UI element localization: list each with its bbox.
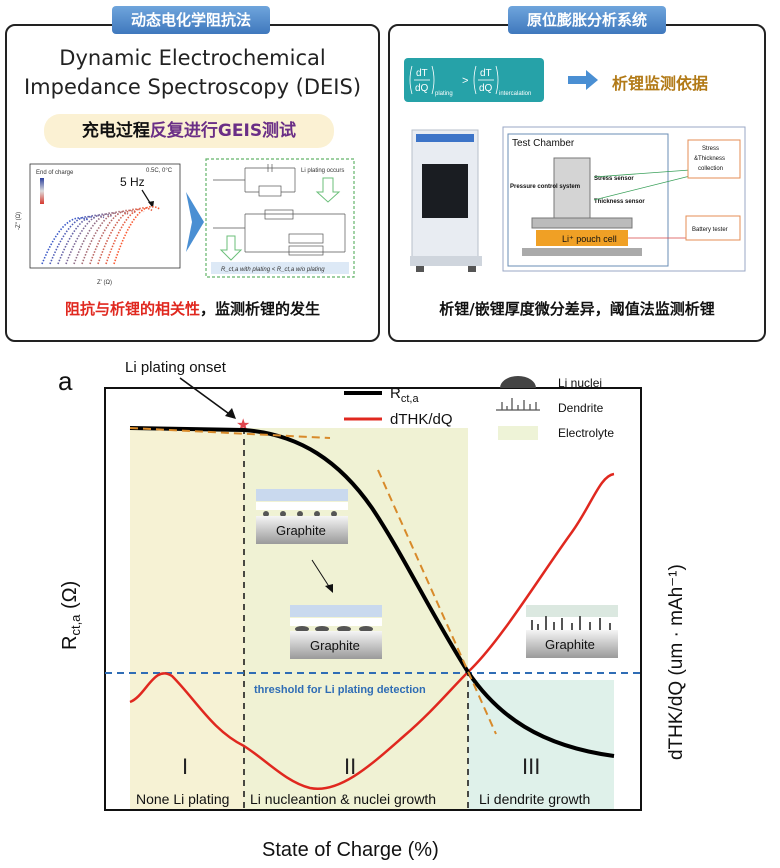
graphite-icon-1: Graphite — [256, 489, 348, 544]
circuit-plating-label: Li plating occurs — [301, 168, 344, 174]
legend-dendrite-icon — [496, 398, 540, 411]
test-chamber-label: Test Chamber — [512, 138, 575, 149]
box1-line2: &Thickness — [694, 156, 725, 162]
deis-title-line1: Dynamic Electrochemical — [59, 46, 326, 70]
instrument-image — [410, 129, 482, 272]
graphite-arrow — [311, 559, 331, 589]
onset-label: Li plating onset — [125, 359, 227, 376]
nyquist-arc — [49, 215, 97, 265]
graphite-label-3: Graphite — [545, 637, 595, 652]
deis-banner: 充电过程反复进行GEIS测试 — [44, 114, 334, 148]
y-left-label: Rct,a (Ω) — [59, 581, 83, 650]
deis-arrow — [186, 192, 204, 252]
graphite-label-2: Graphite — [310, 638, 360, 653]
x-label: State of Charge (%) — [262, 839, 439, 861]
region-2-numeral: II — [344, 754, 356, 779]
caption-rest: ，监测析锂的发生 — [200, 300, 321, 318]
nyquist-arc — [65, 213, 113, 265]
circuit-diagram: Li plating occurs R_ct,a with plating < … — [205, 158, 355, 278]
dthk-curve — [129, 472, 615, 791]
graphite-icon-2: Graphite — [290, 605, 382, 659]
region-2-label: Li nucleantion & nuclei growth — [250, 791, 436, 807]
onset-arrow — [179, 377, 233, 417]
legend-dthk: dTHK/dQ — [390, 411, 453, 428]
nyquist-plot: End of charge 0.5C, 0°C 5 Hz Z' (Ω) -Z''… — [16, 163, 181, 286]
region-1-fill — [130, 428, 244, 810]
main-diagram: a Li plating onset ★ Rct,a dTHK/dQ Li nu… — [58, 359, 687, 861]
expansion-tag: 原位膨胀分析系统 — [508, 6, 666, 34]
legend-electrolyte: Electrolyte — [558, 426, 614, 440]
eq-op: > — [462, 75, 468, 87]
deis-title-line2: Impedance Spectroscopy (DEIS) — [23, 75, 362, 99]
thickness-label: Thickness sensor — [594, 199, 645, 205]
region-1-label: None Li plating — [136, 791, 229, 807]
nyquist-freq: 5 Hz — [120, 175, 145, 189]
nyquist-arc — [113, 205, 161, 265]
region-3-numeral: III — [522, 754, 540, 779]
deis-caption: 阻抗与析锂的相关性，监测析锂的发生 — [5, 298, 380, 319]
eq-left-sub: plating — [435, 91, 453, 97]
pressure-label: Pressure control system — [510, 184, 580, 190]
rct-fit-slope — [377, 469, 497, 735]
nyquist-condition: 0.5C, 0°C — [146, 168, 173, 174]
graphite-label-1: Graphite — [276, 523, 326, 538]
cell-label: Li⁺ pouch cell — [562, 234, 617, 244]
test-chamber-schematic: Test Chamber Pressure control system Str… — [502, 126, 746, 272]
threshold-equation: dT dQ plating > dT dQ intercalation — [404, 58, 544, 102]
box1-line1: Stress — [702, 146, 719, 152]
nyquist-ylabel: -Z'' (Ω) — [16, 212, 22, 230]
nyquist-arc — [97, 208, 145, 265]
legend-li-nuclei-icon — [500, 376, 536, 388]
svg-text:dQ: dQ — [415, 83, 429, 94]
nyquist-arc — [105, 207, 153, 265]
rct-fit-top — [129, 427, 331, 439]
box2-label: Battery tester — [692, 227, 728, 233]
region-3-label: Li dendrite growth — [479, 791, 590, 807]
y-right-label: dTHK/dQ (um · mAh⁻¹) — [666, 564, 687, 760]
plot-frame — [104, 387, 642, 811]
eq-right-sub: intercalation — [499, 91, 531, 97]
nyquist-xlabel: Z' (Ω) — [97, 280, 112, 286]
banner-prefix: 充电过程 — [81, 121, 150, 141]
legend-rct: Rct,a — [390, 385, 419, 405]
svg-text:dQ: dQ — [479, 83, 493, 94]
legend-dendrite: Dendrite — [558, 401, 604, 415]
expansion-caption: 析锂/嵌锂厚度微分差异，阈值法监测析锂 — [439, 300, 715, 318]
nyquist-arc — [41, 217, 89, 265]
threshold-label: threshold for Li plating detection — [254, 684, 426, 696]
rct-curve — [129, 426, 615, 758]
deis-tag: 动态电化学阻抗法 — [112, 6, 270, 34]
svg-text:dT: dT — [416, 68, 428, 79]
nyquist-arc — [89, 209, 137, 265]
banner-highlight: 反复进行GEIS测试 — [149, 121, 297, 141]
nyquist-arc — [73, 212, 121, 265]
conclusion-text: 析锂监测依据 — [612, 74, 709, 93]
caption-red: 阻抗与析锂的相关性 — [64, 300, 200, 318]
panel-label: a — [58, 366, 73, 396]
nyquist-arcs — [41, 205, 161, 265]
legend-electrolyte-swatch — [498, 426, 538, 440]
legend-li-nuclei: Li nuclei — [558, 376, 602, 390]
nyquist-legend-title: End of charge — [36, 170, 74, 176]
nyquist-arc — [81, 210, 129, 265]
box1-line3: collection — [698, 166, 723, 172]
graphite-icon-3: Graphite — [526, 605, 618, 658]
region-1-numeral: I — [182, 754, 188, 779]
svg-text:dT: dT — [480, 68, 492, 79]
circuit-formula: R_ct,a with plating < R_ct,a w/o plating — [221, 267, 325, 273]
conclusion-arrow — [568, 70, 598, 90]
stress-label: Stress sensor — [594, 176, 634, 182]
onset-arrowhead — [225, 408, 236, 419]
